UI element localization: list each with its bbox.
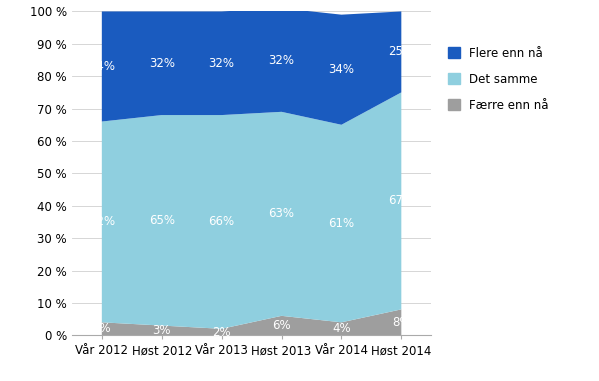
Text: 67%: 67%	[388, 194, 415, 207]
Text: 4%: 4%	[92, 322, 111, 335]
Text: 63%: 63%	[268, 207, 295, 220]
Text: 25%: 25%	[388, 45, 415, 58]
Text: 34%: 34%	[328, 63, 355, 76]
Text: 32%: 32%	[149, 57, 175, 70]
Text: 66%: 66%	[208, 215, 235, 229]
Text: 6%: 6%	[272, 319, 291, 332]
Text: 65%: 65%	[149, 214, 175, 227]
Text: 8%: 8%	[392, 316, 410, 329]
Text: 34%: 34%	[89, 60, 115, 73]
Text: 61%: 61%	[328, 217, 355, 230]
Legend: Flere enn nå, Det samme, Færre enn nå: Flere enn nå, Det samme, Færre enn nå	[444, 43, 552, 115]
Text: 4%: 4%	[332, 322, 351, 335]
Text: 62%: 62%	[89, 215, 115, 229]
Text: 2%: 2%	[212, 325, 231, 339]
Text: 32%: 32%	[268, 53, 295, 67]
Text: 32%: 32%	[208, 57, 235, 70]
Text: 3%: 3%	[153, 324, 171, 337]
